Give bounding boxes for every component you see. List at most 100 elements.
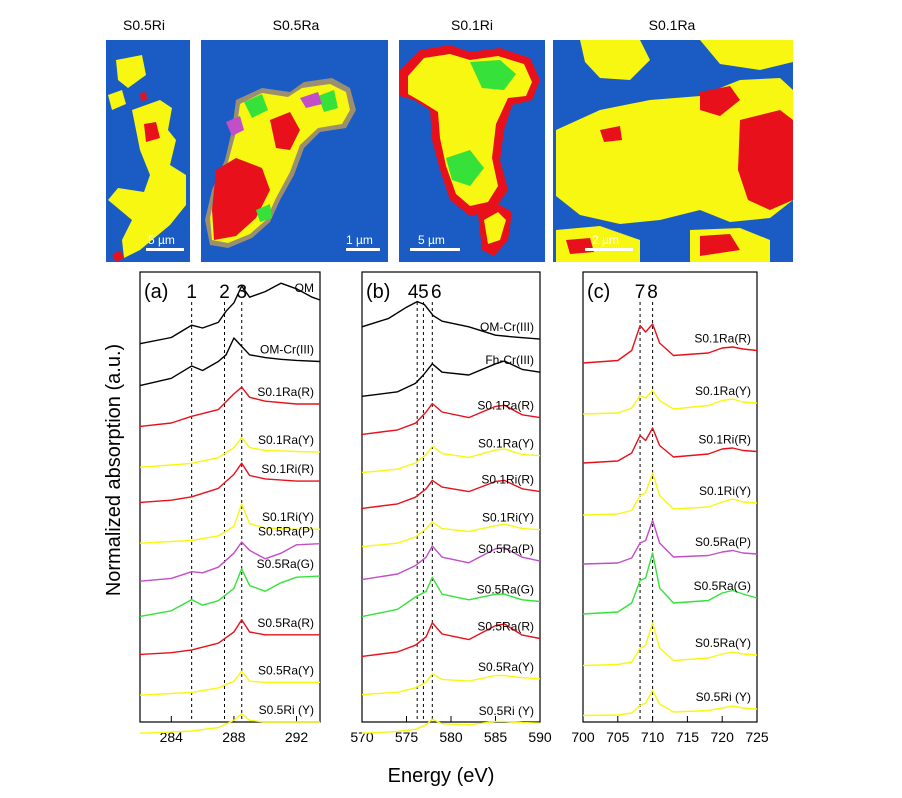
panel-label: (a): [144, 281, 168, 303]
series-line: [582, 689, 758, 717]
chemical-maps: S0.5Ri 5 µm S0.5Ra: [106, 17, 793, 262]
x-tick-label: 590: [528, 729, 552, 745]
map-title: S0.1Ra: [649, 17, 696, 33]
scale-bar: [585, 248, 633, 251]
series-line: [361, 718, 541, 734]
series-label: S0.5Ra(G): [694, 579, 751, 593]
panel-b: (b) 570 575 580 585 590 4 5 6 OM-Cr(III) Fh-Cr(III…: [350, 271, 552, 745]
series-line: [361, 622, 541, 658]
map-s05ri: S0.5Ri 5 µm: [106, 17, 190, 262]
series-line: [582, 519, 758, 565]
series-line: [139, 436, 321, 468]
scale-bar-label: 5 µm: [148, 233, 175, 247]
series-line: [139, 337, 321, 387]
series-line: [361, 445, 541, 474]
series-line: [139, 541, 321, 582]
series-label: S0.1Ri(R): [698, 433, 751, 447]
series-label: S0.5Ri (Y): [479, 704, 534, 718]
series-label: Fh-Cr(III): [485, 353, 534, 367]
panel-label: (b): [366, 281, 390, 303]
x-tick-label: 292: [285, 729, 309, 745]
map-regions: [556, 40, 793, 262]
peak-label: 7: [635, 282, 646, 303]
series-line: [139, 503, 320, 544]
series-label: S0.5Ra(R): [257, 616, 314, 630]
series-line: [139, 670, 320, 696]
plot-frame: [582, 271, 758, 723]
series-line: [361, 673, 541, 696]
x-tick-label: 575: [395, 729, 419, 745]
map-regions: [205, 78, 356, 248]
map-regions: [400, 45, 540, 256]
series-line: [361, 300, 541, 340]
map-title: S0.5Ra: [273, 17, 320, 33]
series-label: S0.5Ra(Y): [258, 663, 314, 677]
x-tick-label: 700: [571, 729, 595, 745]
series-line: [361, 576, 541, 618]
series-line: [582, 427, 758, 464]
series-label: S0.1Ra(R): [477, 399, 534, 413]
series-label: S0.5Ra(Y): [695, 636, 751, 650]
scale-bar-label: 5 µm: [418, 233, 445, 247]
series-label: OM-Cr(III): [480, 320, 534, 334]
x-tick-label: 705: [606, 729, 630, 745]
series-label: S0.5Ra(R): [477, 619, 534, 633]
scale-bar: [146, 248, 184, 251]
peak-label: 1: [186, 282, 197, 303]
peak-label: 5: [418, 282, 429, 303]
x-tick-label: 725: [745, 729, 769, 745]
series-label: S0.1Ra(R): [257, 385, 314, 399]
series-label: S0.5Ra(Y): [478, 660, 534, 674]
panel-label: (c): [587, 281, 610, 303]
series-line: [582, 472, 758, 516]
map-regions: [108, 55, 186, 262]
series-label: S0.1Ra(Y): [695, 384, 751, 398]
x-tick-label: 720: [711, 729, 735, 745]
series-label: OM-Cr(III): [260, 343, 314, 357]
series-line: [361, 521, 541, 548]
series-line: [582, 389, 758, 415]
x-tick-label: 288: [222, 729, 246, 745]
series-label: S0.5Ra(P): [478, 542, 534, 556]
y-axis-title: Normalized absorption (a.u.): [103, 344, 125, 596]
x-tick-label: 710: [641, 729, 665, 745]
series-line: [582, 552, 758, 615]
series-label: S0.5Ra(P): [695, 535, 751, 549]
series-line: [139, 568, 321, 618]
series-line: [361, 545, 541, 581]
peak-label: 4: [408, 282, 419, 303]
peak-label: 3: [236, 282, 247, 303]
series-label: S0.1Ri(R): [261, 462, 314, 476]
scale-bar: [346, 248, 380, 251]
series-label: S0.1Ra(R): [694, 332, 751, 346]
series-line: [139, 619, 320, 656]
x-tick-label: 580: [439, 729, 463, 745]
series-label: S0.1Ra(Y): [478, 437, 534, 451]
map-s05ra: S0.5Ra 1 µm: [201, 17, 388, 262]
x-tick-label: 570: [350, 729, 374, 745]
series-line: [361, 479, 541, 510]
x-tick-label: 585: [484, 729, 508, 745]
series-label: S0.5Ra(P): [258, 525, 314, 539]
series-line: [139, 712, 320, 734]
plot-frame: [361, 271, 541, 723]
series-label: S0.5Ri (Y): [696, 690, 751, 704]
series-label: OM: [295, 281, 314, 295]
series-line: [582, 323, 758, 364]
panel-c: (c) 700 705 710 715 720 725 7 8 S0.1Ra(R) S0.1Ra(Y…: [571, 271, 769, 745]
x-tick-label: 715: [676, 729, 700, 745]
map-s01ra: S0.1Ra 2 µm: [553, 17, 793, 262]
peak-label: 8: [647, 282, 658, 303]
scale-bar-label: 2 µm: [592, 233, 619, 247]
plot-frame: [139, 271, 321, 723]
series-label: S0.1Ri(R): [481, 473, 534, 487]
series-line: [139, 282, 321, 345]
series-label: S0.5Ra(G): [477, 582, 534, 596]
x-axis-title: Energy (eV): [388, 765, 495, 787]
series-line: [139, 386, 320, 428]
map-title: S0.5Ri: [123, 17, 165, 33]
series-line: [361, 402, 541, 436]
series-line: [582, 622, 758, 667]
